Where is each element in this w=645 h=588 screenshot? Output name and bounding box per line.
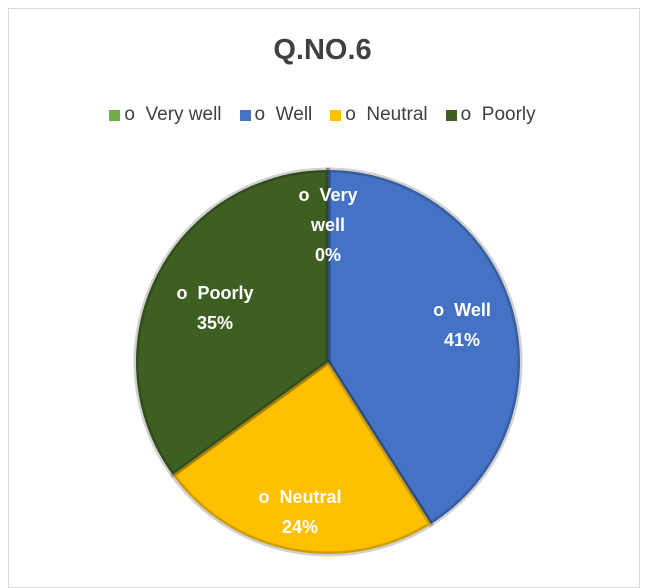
legend-label: o Very well	[124, 104, 222, 125]
data-label: o Well 41%	[407, 295, 517, 355]
legend: o Very well o Well o Neutral o Poorly	[0, 104, 645, 126]
slice-category: o Very well	[298, 185, 363, 235]
legend-label: o Neutral	[345, 104, 428, 125]
legend-swatch	[330, 109, 342, 121]
legend-swatch	[445, 109, 457, 121]
pie-slice	[170, 359, 434, 557]
pie-slice	[133, 167, 331, 478]
data-label: o Poorly 35%	[160, 278, 270, 338]
slice-category: o Well	[433, 300, 491, 320]
chart-title: Q.NO.6	[273, 34, 372, 66]
legend-label: o Poorly	[460, 104, 536, 125]
legend-label: o Well	[254, 104, 313, 125]
legend-item: o Neutral	[330, 104, 428, 126]
slice-category: o Poorly	[176, 283, 254, 303]
legend-swatch	[109, 109, 121, 121]
data-label: o Neutral 24%	[245, 482, 355, 542]
slice-percent: 0%	[314, 245, 341, 265]
pie-slice	[325, 167, 523, 527]
slice-percent: 35%	[196, 313, 234, 333]
legend-swatch	[239, 109, 251, 121]
data-label: o Very well 0%	[288, 180, 368, 270]
slice-percent: 41%	[443, 330, 481, 350]
legend-item: o Poorly	[445, 104, 536, 126]
legend-item: o Very well	[109, 104, 222, 126]
slice-category: o Neutral	[258, 487, 342, 507]
legend-item: o Well	[239, 104, 313, 126]
slice-percent: 24%	[281, 517, 319, 537]
